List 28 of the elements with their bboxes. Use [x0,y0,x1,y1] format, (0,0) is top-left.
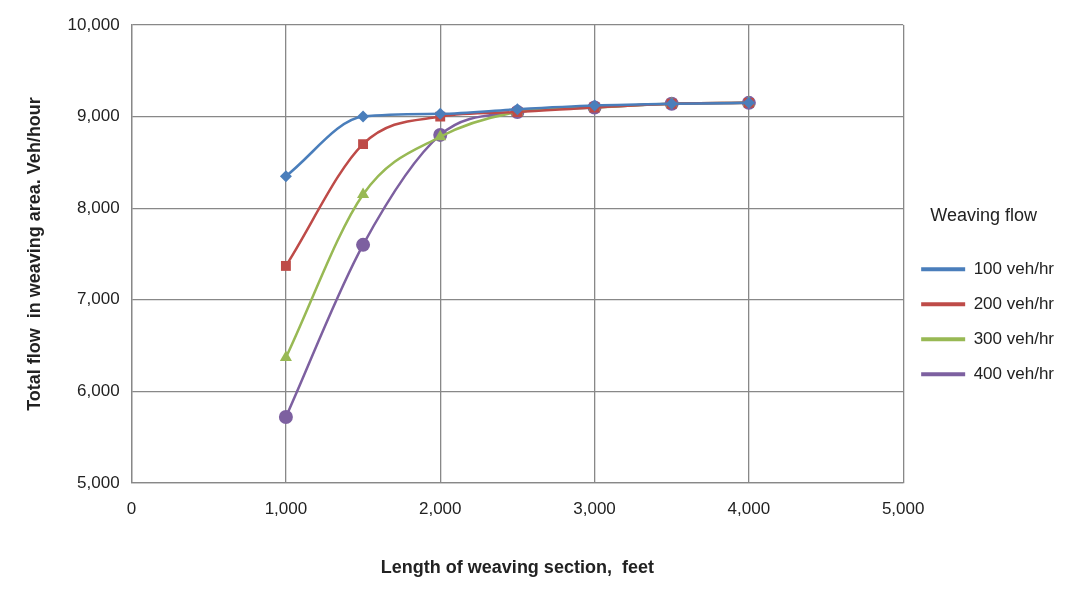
y-tick-label: 5,000 [77,472,120,492]
legend-label: 400 veh/hr [973,363,1055,383]
point [358,139,369,150]
point [357,110,370,123]
x-axis-title: Length of weaving section, feet [380,557,654,578]
point [279,170,292,183]
x-tick-label: 4,000 [727,498,771,518]
x-tick-label: 5,000 [881,498,925,518]
legend-label: 200 veh/hr [973,293,1055,313]
x-tick-label: 3,000 [573,498,616,518]
legend-label: 100 veh/hr [973,258,1055,278]
y-tick-label: 10,000 [67,14,120,34]
point [434,107,447,120]
point [357,187,370,198]
point [356,237,371,252]
y-tick-label: 8,000 [77,197,120,217]
y-tick-label: 9,000 [77,106,120,126]
y-tick-label: 7,000 [77,289,120,309]
y-axis-title: Total flow in weaving area. Veh/hour [23,97,44,411]
y-tick-label: 6,000 [77,381,120,401]
x-tick-label: 2,000 [418,498,462,518]
point [278,410,293,425]
point [279,350,292,362]
point [280,260,291,271]
x-tick-label: 1,000 [264,498,308,518]
legend-title: Weaving flow [930,205,1038,226]
legend-label: 300 veh/hr [973,328,1055,348]
x-tick-label: 0 [126,498,137,518]
